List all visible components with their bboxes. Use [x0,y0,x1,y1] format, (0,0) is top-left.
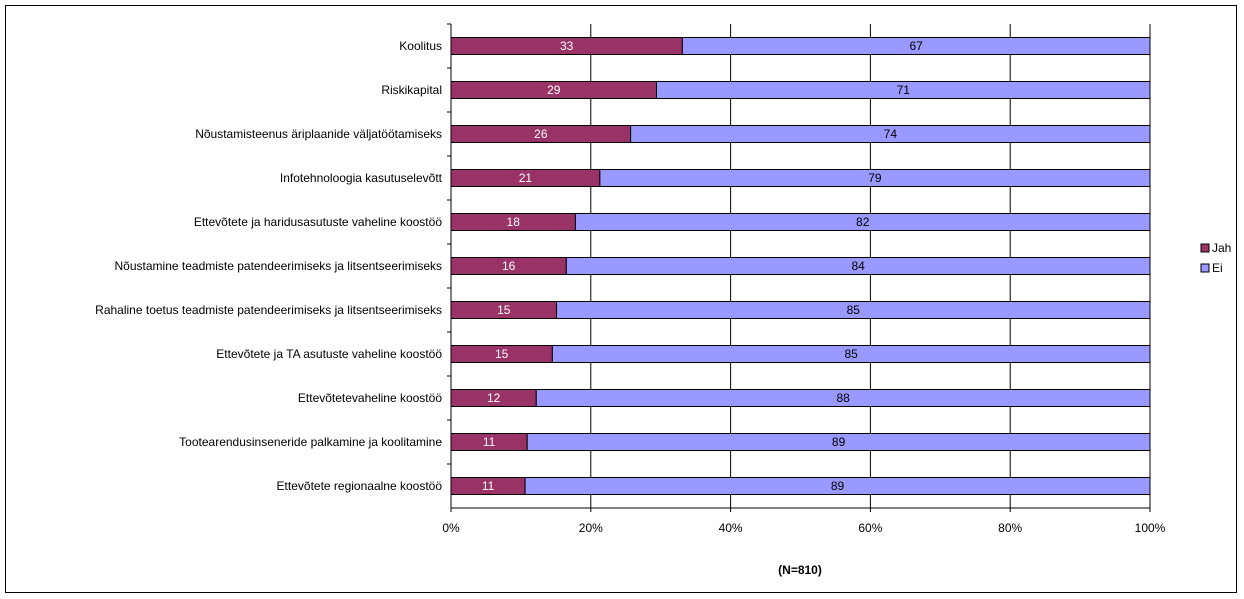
bar-ei [535,389,1151,407]
category-label: Ettevõtetevaheline koostöö [298,391,442,405]
category-label: Tootearendusinseneride palkamine ja kool… [179,435,442,449]
data-label-ei: 74 [884,127,898,141]
data-label-jah: 15 [495,347,509,361]
legend-swatch-ei [1200,263,1210,273]
data-label-jah: 12 [487,391,501,405]
bar-ei [556,301,1151,319]
data-label-jah: 11 [482,479,495,493]
data-label-ei: 85 [844,347,858,361]
bars-layer [450,37,1151,495]
category-label: Koolitus [399,39,442,53]
category-label: Rahaline toetus teadmiste patendeerimise… [95,303,442,317]
bar-ei [551,345,1151,363]
bar-ei [681,37,1151,55]
bar-ei [630,125,1151,143]
data-label-jah: 33 [560,39,574,53]
labels-layer: Koolitus 33 67 Riskikapital 29 71 Nõustamistee… [95,39,923,493]
data-label-ei: 67 [910,39,924,53]
bar-ei [565,257,1151,275]
data-label-jah: 15 [497,303,511,317]
category-label: Ettevõtete ja haridusasutuste vaheline k… [194,215,442,229]
data-label-jah: 16 [502,259,516,273]
data-label-jah: 21 [519,171,533,185]
data-label-jah: 26 [534,127,548,141]
category-label: Ettevõtete regionaalne koostöö [277,479,443,493]
category-label: Infotehnoloogia kasutuselevõtt [280,171,443,185]
x-tick-label: 0% [442,521,460,535]
legend-label-jah: Jah [1212,241,1231,255]
data-label-ei: 71 [897,83,911,97]
category-label: Ettevõtete ja TA asutuste vaheline koost… [216,347,442,361]
data-label-ei: 89 [831,479,845,493]
bar-ei [656,81,1151,99]
data-label-ei: 84 [851,259,865,273]
x-tick-label: 100% [1135,521,1166,535]
x-tick-label: 60% [858,521,882,535]
category-label: Nõustamine teadmiste patendeerimiseks ja… [115,259,442,273]
data-label-ei: 82 [856,215,870,229]
data-label-ei: 89 [832,435,846,449]
bar-ei [524,477,1151,495]
x-tick-label: 80% [998,521,1022,535]
data-label-ei: 79 [868,171,882,185]
legend-label-ei: Ei [1212,261,1223,275]
legend-swatch-jah [1200,243,1210,253]
sample-size-note: (N=810) [778,563,822,577]
legend: Jah Ei [1200,241,1231,275]
category-label: Riskikapital [381,83,442,97]
bar-ei [599,169,1151,187]
axis-layer: 0% 20% 40% 60% 80% 100% [442,23,1166,535]
data-label-jah: 29 [547,83,561,97]
bar-ei [526,433,1151,451]
data-label-ei: 88 [836,391,850,405]
data-label-jah: 11 [483,435,496,449]
bar-ei [574,213,1151,231]
data-label-jah: 18 [507,215,521,229]
x-tick-label: 40% [719,521,743,535]
category-label: Nõustamisteenus äriplaanide väljatöötami… [195,127,442,141]
data-label-ei: 85 [847,303,861,317]
x-tick-label: 20% [579,521,603,535]
